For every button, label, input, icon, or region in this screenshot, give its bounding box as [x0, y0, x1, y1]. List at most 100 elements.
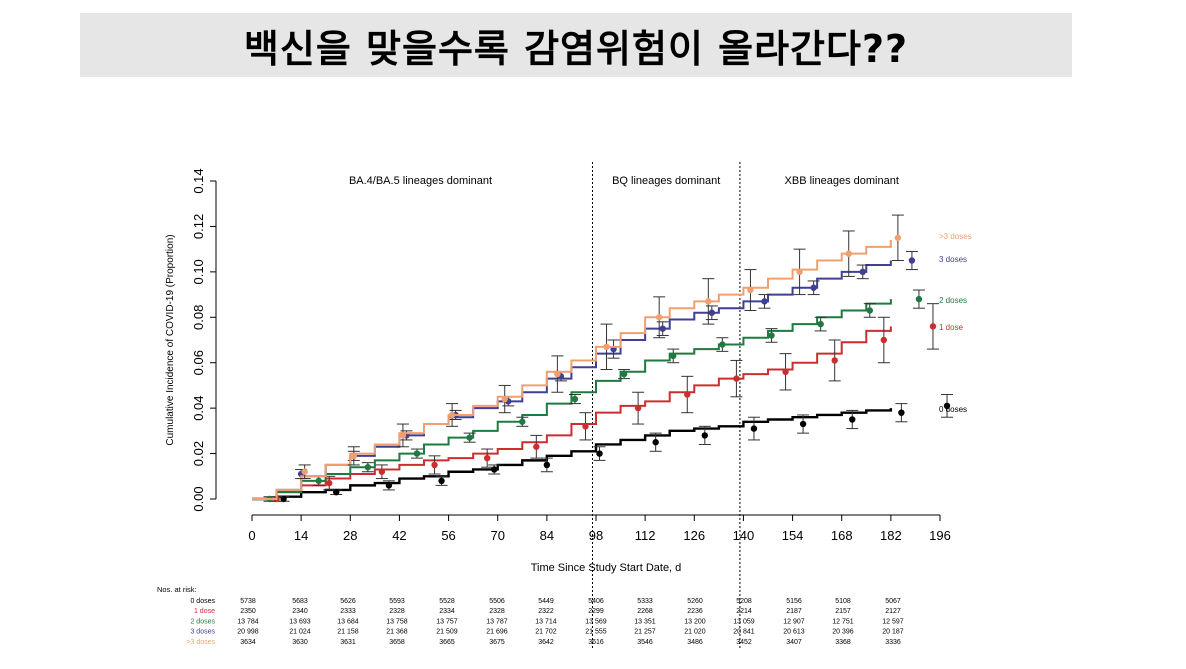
risk-cell: 3631 [340, 639, 356, 646]
risk-cell: 3486 [687, 639, 703, 646]
banner-title: 백신을 맞을수록 감염위험이 올라간다?? [243, 26, 909, 71]
data-point [543, 461, 551, 469]
risk-cell: 3336 [885, 639, 901, 646]
risk-cell: 2322 [538, 608, 554, 615]
risk-cell: 20 396 [832, 629, 854, 636]
y-tick-label: 0.04 [191, 395, 206, 420]
data-point [908, 257, 916, 264]
data-point [866, 307, 873, 314]
risk-cell: 21 020 [684, 629, 706, 636]
risk-cell: 2268 [637, 608, 653, 615]
risk-cell: 13 758 [386, 618, 408, 625]
data-point [659, 325, 666, 332]
risk-cell: 20 841 [733, 629, 755, 636]
risk-cell: 5260 [687, 598, 703, 605]
data-point [684, 391, 691, 398]
data-point [817, 320, 824, 328]
risk-cell: 13 059 [733, 618, 755, 625]
risk-cell: 12 751 [832, 618, 854, 625]
risk-cell: 13 200 [684, 618, 706, 625]
data-point [378, 468, 386, 475]
x-tick-label: 70 [490, 528, 504, 543]
data-point [350, 452, 357, 460]
data-point [620, 370, 628, 378]
risk-cell: 20 998 [237, 629, 259, 636]
risk-cell: 5593 [389, 598, 405, 605]
data-point [782, 368, 789, 375]
risk-row-label: 1 dose [194, 608, 215, 615]
data-point [719, 341, 726, 348]
data-point [768, 332, 775, 339]
data-point [849, 416, 856, 423]
data-point [634, 404, 642, 412]
x-tick-label: 0 [248, 528, 255, 543]
data-point [603, 343, 610, 351]
data-point [571, 395, 579, 403]
y-tick-label: 0.06 [191, 350, 206, 375]
legend-entry: 3 doses [939, 255, 967, 264]
risk-cell: 5528 [439, 598, 455, 605]
risk-cell: 5067 [885, 598, 901, 605]
risk-cell: 13 714 [535, 618, 557, 625]
data-point [761, 298, 768, 305]
data-point [943, 402, 951, 410]
series-1-dose [252, 303, 939, 503]
risk-row-label: 2 doses [190, 618, 215, 625]
series-3-doses [252, 214, 904, 500]
data-point [301, 468, 308, 475]
data-point [915, 295, 923, 303]
data-point [708, 309, 716, 316]
data-point [670, 352, 677, 360]
risk-cell: 5108 [835, 598, 851, 605]
series-line [252, 260, 892, 500]
x-tick-label: 154 [782, 528, 804, 543]
data-point [845, 250, 852, 257]
risk-cell: 12 597 [882, 618, 904, 625]
risk-cell: 2350 [240, 608, 256, 615]
phase-label: BA.4/BA.5 lineages dominant [349, 175, 492, 187]
risk-cell: 5738 [240, 598, 256, 605]
data-point [747, 286, 754, 294]
series-line [252, 240, 892, 500]
risk-cell: 3452 [736, 639, 752, 646]
risk-cell: 2157 [835, 608, 851, 615]
data-point [582, 423, 589, 430]
y-tick-label: 0.12 [191, 214, 206, 239]
risk-cell: 2328 [489, 608, 505, 615]
risk-cell: 2187 [786, 608, 802, 615]
x-tick-label: 98 [589, 528, 603, 543]
risk-cell: 3616 [588, 639, 604, 646]
y-tick-label: 0.08 [191, 305, 206, 330]
risk-cell: 5683 [292, 598, 308, 605]
data-point [533, 443, 540, 450]
title-banner: 백신을 맞을수록 감염위험이 올라간다?? [80, 13, 1072, 77]
risk-cell: 13 569 [585, 618, 607, 625]
data-point [501, 395, 508, 403]
risk-cell: 13 684 [337, 618, 359, 625]
risk-cell: 21 158 [337, 629, 359, 636]
series-0-doses [252, 394, 954, 503]
x-tick-label: 84 [540, 528, 554, 543]
risk-cell: 3630 [292, 639, 308, 646]
risk-cell: 3407 [786, 639, 802, 646]
risk-cell: 5208 [736, 598, 752, 605]
data-point [431, 461, 438, 469]
x-tick-label: 126 [683, 528, 705, 543]
data-point [831, 357, 838, 364]
risk-cell: 3642 [538, 639, 554, 646]
data-point [315, 477, 322, 485]
y-tick-label: 0.14 [191, 168, 206, 193]
data-point [652, 439, 659, 446]
phase-label: BQ lineages dominant [612, 175, 720, 187]
data-point [701, 432, 709, 439]
risk-cell: 21 024 [289, 629, 311, 636]
y-tick-label: 0.00 [191, 486, 206, 511]
data-point [399, 432, 407, 439]
risk-cell: 13 787 [486, 618, 508, 625]
risk-cell: 20 187 [882, 629, 904, 636]
risk-cell: 5156 [786, 598, 802, 605]
x-tick-label: 56 [441, 528, 455, 543]
series-line [252, 299, 892, 500]
legend-entry: 1 dose [939, 323, 964, 332]
data-point [554, 370, 561, 378]
